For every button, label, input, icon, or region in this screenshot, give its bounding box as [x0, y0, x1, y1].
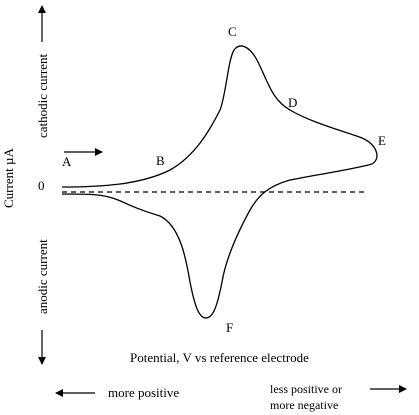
cathodic-sweep-curve [62, 46, 377, 187]
cathodic-current-label: cathodic current [35, 54, 50, 138]
point-label-c: C [228, 24, 237, 39]
point-label-b: B [156, 153, 165, 168]
potential-axis-label: Potential, V vs reference electrode [130, 350, 309, 365]
more-negative-label: more negative [270, 398, 338, 412]
point-label-f: F [226, 320, 233, 335]
point-label-e: E [378, 133, 386, 148]
point-label-a: A [62, 154, 72, 169]
zero-label: 0 [38, 178, 45, 193]
anodic-sweep-curve [62, 164, 372, 318]
anodic-current-label: anodic current [35, 239, 50, 314]
current-axis-label: Current µA [1, 148, 16, 208]
less-positive-label: less positive or [270, 382, 342, 396]
more-positive-label: more positive [108, 385, 179, 400]
point-label-d: D [288, 95, 297, 110]
